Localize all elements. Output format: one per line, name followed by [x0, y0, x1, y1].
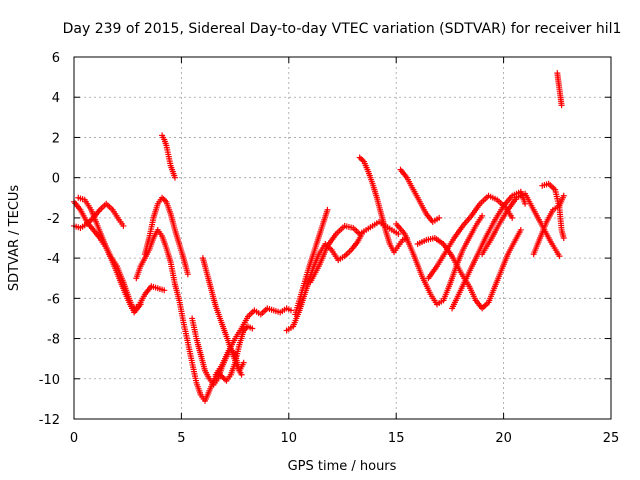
series-track-h [212, 305, 294, 378]
series-track-d [141, 194, 191, 278]
data-point [522, 200, 529, 207]
data-point [137, 301, 144, 308]
data-point [560, 192, 567, 199]
data-point [395, 230, 402, 237]
data-point [120, 222, 127, 229]
data-point [324, 206, 331, 213]
grid-lines [74, 57, 611, 419]
data-point [171, 174, 178, 181]
data-point [184, 271, 191, 278]
series-track-b [71, 200, 127, 231]
axis-ticks: 0 5 10 15 20 25 -12 -10 -8 -6 -4 -2 0 2 4 6 [39, 51, 620, 446]
data-point [517, 226, 524, 233]
x-tick-label: 10 [281, 431, 298, 446]
y-tick-label: 0 [52, 172, 60, 187]
plot-frame [73, 56, 612, 420]
data-point [240, 359, 247, 366]
series-track-i [283, 230, 365, 334]
series-track-l [356, 154, 410, 256]
x-tick-label: 5 [177, 431, 185, 446]
series-track-v [159, 132, 178, 181]
data-point [161, 287, 168, 294]
data-point [509, 214, 516, 221]
data-point [479, 212, 486, 219]
data-points [71, 70, 567, 404]
data-point [556, 253, 563, 260]
data-point [560, 235, 567, 241]
y-tick-label: -2 [47, 212, 60, 227]
series-track-j [292, 206, 331, 318]
y-tick-label: -6 [47, 292, 60, 307]
x-tick-label: 25 [603, 431, 620, 446]
y-tick-label: -8 [47, 333, 60, 348]
data-point [558, 102, 565, 109]
data-point [436, 214, 443, 221]
series-track-n [393, 212, 486, 308]
y-tick-label: 4 [52, 91, 60, 106]
series-track-u [554, 70, 565, 109]
series-track-q [449, 188, 529, 312]
y-tick-label: -12 [39, 413, 60, 428]
data-point [249, 325, 256, 332]
series-track-r [479, 190, 563, 260]
series-track-t [539, 180, 567, 241]
series-track-m [397, 166, 443, 225]
y-axis-label: SDTVAR / TECUs [7, 185, 22, 292]
chart-title: Day 239 of 2015, Sidereal Day-to-day VTE… [63, 21, 622, 37]
y-tick-label: -4 [47, 252, 60, 267]
x-tick-label: 15 [388, 431, 405, 446]
y-tick-label: 6 [52, 51, 60, 66]
series-track-e [133, 226, 256, 404]
y-tick-label: -10 [39, 373, 60, 388]
x-tick-label: 20 [495, 431, 512, 446]
y-tick-label: 2 [52, 131, 60, 146]
data-point [287, 307, 294, 314]
x-axis-label: GPS time / hours [288, 459, 397, 474]
series-track-s [530, 192, 567, 258]
series-track-c [75, 194, 144, 316]
x-tick-label: 0 [70, 431, 78, 446]
data-point [238, 371, 245, 378]
series-track-g [199, 255, 245, 378]
